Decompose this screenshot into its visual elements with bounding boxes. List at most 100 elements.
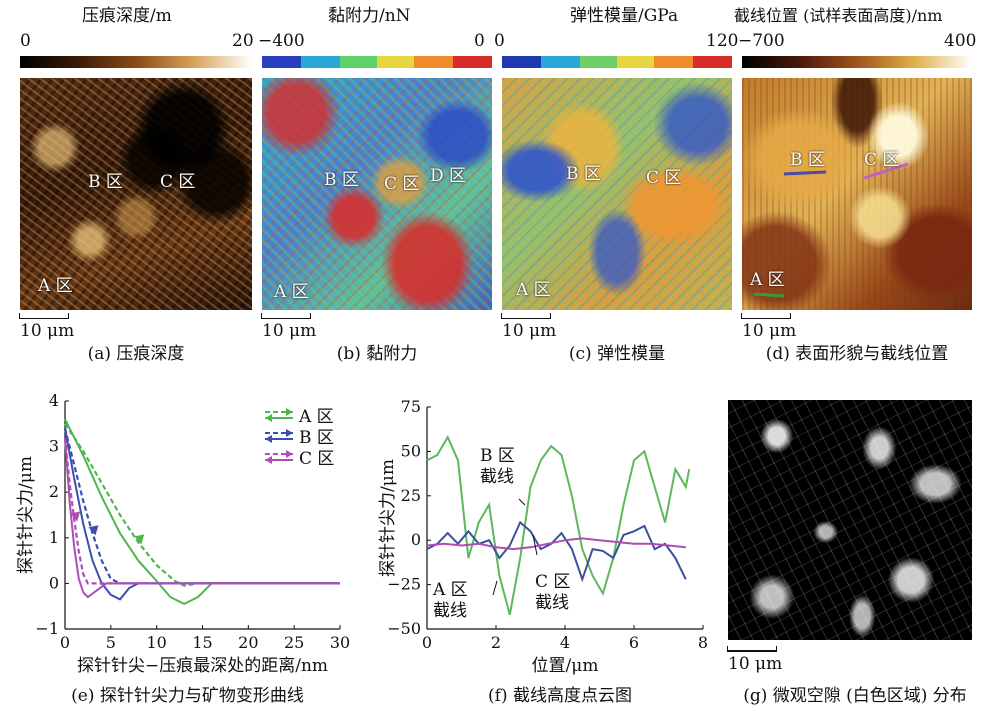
colorbar-c-max: 120 [706,31,739,51]
legend-label: A 区 [298,407,334,427]
zone-d-label: D 区 [430,166,467,186]
annotation-leader [518,498,526,506]
zone-b-label: B 区 [790,150,825,170]
colorbar-d [742,56,972,68]
caption-g: (g) 微观空隙 (白色区域) 分布 [743,686,967,706]
legend-arrow [265,435,272,443]
colorbar-a-title: 压痕深度/m [82,6,172,26]
colorbar-b-max: 0 [474,31,485,51]
x-axis-label: 探针针尖−压痕最深处的距离/nm [77,656,328,676]
x-tick-label: 2 [491,633,501,652]
caption-c: (c) 弹性模量 [568,344,666,364]
zone-b-label: B 区 [88,172,123,192]
colorbar-c-min: 0 [494,31,505,51]
x-tick-label: 0 [60,633,70,652]
zone-c-label: C 区 [864,150,900,170]
y-axis-label: 探针针尖力/μm [16,456,36,574]
x-tick-label: 8 [698,633,708,652]
map-micro-voids [728,400,972,640]
y-tick-label: −50 [387,619,421,638]
legend-arrow [286,408,293,416]
annotation-leader [532,534,538,556]
map-indent-depth: B 区 C 区 A 区 [20,78,252,310]
y-tick-label: 0 [49,573,59,592]
zone-b-label: B 区 [324,170,359,190]
y-tick-label: 50 [401,441,421,460]
series-3-arrow [70,511,81,522]
section-line-b [783,170,827,176]
scale-bar-g [727,646,777,652]
series-1-arrow [134,534,145,545]
zone-c-label: C 区 [384,174,420,194]
scale-bar-d [741,313,791,319]
series-3-line [426,537,686,551]
scale-b-label: 10 μm [262,321,317,341]
y-tick-label: 2 [49,482,59,501]
caption-f: (f) 截线高度点云图 [488,686,632,706]
caption-e: (e) 探针针尖力与矿物变形曲线 [71,686,304,706]
legend-arrow [265,414,272,422]
section-lines [753,162,909,298]
annotation-leader [492,580,498,596]
series-2-approach-line [63,428,340,585]
section-line-c [863,162,909,180]
scale-c-label: 10 μm [502,321,557,341]
x-tick-label: 25 [284,633,304,652]
x-tick-label: 5 [106,633,116,652]
legend-arrow [265,456,272,464]
colorbar-b-min: −400 [258,31,305,51]
annotation-label: 截线 [535,593,569,613]
scale-g-label: 10 μm [728,654,783,674]
x-axis-label: 位置/μm [532,656,599,676]
y-tick-label: 1 [49,528,59,547]
series-2-retract-line [64,428,340,601]
y-tick-label: −25 [387,575,421,594]
colorbar-b-title: 黏附力/nN [328,6,411,26]
zone-b-label: B 区 [566,164,601,184]
caption-a: (a) 压痕深度 [87,344,185,364]
y-tick-label: 4 [49,391,59,410]
series-1-retract-line [64,418,340,606]
colorbar-d-title: 截线位置 (试样表面高度)/nm [734,6,943,25]
zone-c-label: C 区 [646,168,682,188]
legend-label: B 区 [299,428,334,448]
zone-a-label: A 区 [38,276,73,296]
zone-c-label: C 区 [160,172,196,192]
x-tick-label: 4 [560,633,570,652]
colorbar-d-max: 400 [944,31,977,51]
x-tick-label: 6 [629,633,639,652]
zone-a-label: A 区 [516,280,551,300]
caption-b: (b) 黏附力 [336,344,418,364]
map-surface-topography: B 区 C 区 A 区 [742,78,972,310]
legend-arrow [286,429,293,437]
annotation-label: B 区 [480,446,515,466]
series-3-approach-line [63,437,340,585]
x-tick-label: 20 [238,633,258,652]
legend-arrow [286,450,293,458]
scale-bar-a [19,313,69,319]
caption-d: (d) 表面形貌与截线位置 [765,344,949,364]
map-adhesion: B 区 C 区 D 区 A 区 [262,78,492,310]
series-1-line [426,435,691,616]
y-tick-label: 0 [411,530,421,549]
colorbar-a-max: 20 [232,31,254,51]
zone-a-label: A 区 [274,282,309,302]
map-elastic-modulus: B 区 C 区 A 区 [502,78,732,310]
series-2-arrow [88,525,99,536]
chart-e: 0 5 10 15 20 25 30−101234探针针尖−压痕最深处的距离/nm探针针尖力… [16,391,350,676]
annotation-label: 截线 [480,467,514,487]
y-tick-label: 25 [401,486,421,505]
annotation-label: C 区 [535,572,570,592]
scale-a-label: 10 μm [20,321,75,341]
annotation-label: A 区 [432,580,468,600]
section-line-a [753,292,785,298]
x-tick-label: 10 [146,633,166,652]
y-axis-label: 探针针尖力/μm [378,459,398,577]
scale-bar-b [261,313,311,319]
scale-bar-c [501,313,551,319]
x-tick-label: 30 [330,633,350,652]
scale-d-label: 10 μm [742,321,797,341]
colorbar-a [20,56,252,68]
x-tick-label: 15 [192,633,212,652]
